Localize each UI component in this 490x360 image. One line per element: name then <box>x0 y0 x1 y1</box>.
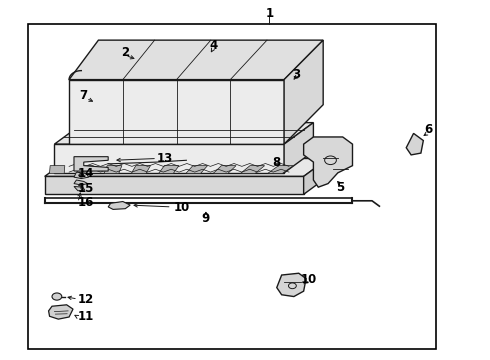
Circle shape <box>52 293 62 300</box>
Polygon shape <box>77 166 94 174</box>
Polygon shape <box>131 166 150 174</box>
Polygon shape <box>304 158 328 194</box>
Polygon shape <box>45 176 304 194</box>
Polygon shape <box>45 158 328 176</box>
Text: 5: 5 <box>336 181 344 194</box>
Polygon shape <box>213 166 236 174</box>
Text: 3: 3 <box>292 68 300 81</box>
Polygon shape <box>186 166 208 174</box>
Polygon shape <box>406 134 423 155</box>
Polygon shape <box>108 202 130 210</box>
Text: 13: 13 <box>156 152 172 165</box>
Text: 14: 14 <box>78 167 95 180</box>
Text: 6: 6 <box>424 123 432 136</box>
Polygon shape <box>104 166 122 174</box>
Polygon shape <box>74 157 108 171</box>
Text: 15: 15 <box>78 182 95 195</box>
Polygon shape <box>54 123 314 144</box>
Text: 8: 8 <box>272 156 281 169</box>
Polygon shape <box>74 180 88 185</box>
Polygon shape <box>54 144 284 173</box>
Polygon shape <box>69 80 284 144</box>
Text: 10: 10 <box>300 273 317 286</box>
Polygon shape <box>304 137 352 187</box>
Polygon shape <box>74 186 85 191</box>
Polygon shape <box>159 166 179 174</box>
Text: 11: 11 <box>78 310 95 324</box>
Polygon shape <box>49 305 73 319</box>
Text: 1: 1 <box>266 7 273 20</box>
Polygon shape <box>49 166 65 174</box>
Text: 10: 10 <box>173 201 190 214</box>
Polygon shape <box>284 123 314 173</box>
Text: 12: 12 <box>78 293 95 306</box>
Polygon shape <box>240 166 265 174</box>
Polygon shape <box>277 273 306 297</box>
Text: 9: 9 <box>202 212 210 225</box>
Text: 2: 2 <box>121 46 129 59</box>
Text: 16: 16 <box>78 196 95 209</box>
Circle shape <box>79 174 84 177</box>
Bar <box>27 24 436 348</box>
Polygon shape <box>69 40 323 80</box>
Polygon shape <box>74 172 89 179</box>
Polygon shape <box>284 40 323 144</box>
Text: 4: 4 <box>209 39 218 52</box>
Polygon shape <box>268 166 293 174</box>
Text: 7: 7 <box>80 89 88 102</box>
